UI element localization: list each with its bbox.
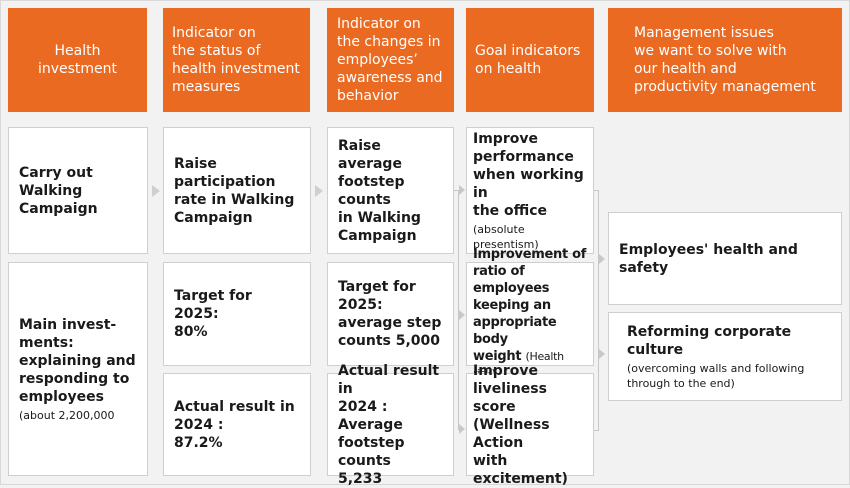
box-main-investments: Main invest- ments: explaining and respo…: [8, 262, 148, 476]
connector-line: [594, 190, 599, 191]
box-footsteps-target: Target for 2025: average step counts 5,0…: [327, 262, 454, 366]
box-liveliness-score: Improve liveliness score (Wellness Actio…: [466, 363, 594, 487]
box-average-footsteps: Raise average footstep counts in Walking…: [327, 127, 454, 254]
box-corporate-culture: Reforming corporate culture (overcoming …: [608, 312, 842, 401]
arrow-right-icon: [315, 185, 323, 197]
connector-line: [454, 190, 459, 191]
box-participation-target: Target for 2025: 80%: [163, 262, 311, 366]
header-goal-indicators: Goal indicators on health: [466, 8, 594, 112]
box-participation-actual: Actual result in 2024 : 87.2%: [163, 373, 311, 476]
box-participation-rate: Raise participation rate in Walking Camp…: [163, 127, 311, 254]
arrow-right-icon: [599, 349, 605, 359]
header-health-investment: Health investment: [8, 8, 147, 112]
header-awareness-indicator: Indicator on the changes in employees’ a…: [327, 8, 454, 112]
box-body-weight-ratio: Improvement of ratio of employees keepin…: [466, 247, 594, 380]
arrow-right-icon: [459, 185, 465, 195]
arrow-right-icon: [459, 310, 465, 320]
box-footsteps-actual: Actual result in 2024 : Average footstep…: [327, 363, 454, 487]
box-walking-campaign: Carry out Walking Campaign: [8, 127, 148, 254]
box-health-safety: Employees' health and safety: [608, 212, 842, 305]
connector-line: [458, 190, 459, 430]
arrow-right-icon: [152, 185, 160, 197]
arrow-right-icon: [459, 424, 465, 434]
header-management-issues: Management issues we want to solve with …: [608, 8, 842, 112]
header-status-indicator: Indicator on the status of health invest…: [163, 8, 310, 112]
connector-line: [598, 190, 599, 430]
body-weight-label: Improvement of ratio of employees keepin…: [473, 247, 587, 364]
box-improve-performance: Improve performance when working in the …: [466, 127, 594, 254]
arrow-right-icon: [599, 254, 605, 264]
connector-line: [594, 430, 599, 431]
